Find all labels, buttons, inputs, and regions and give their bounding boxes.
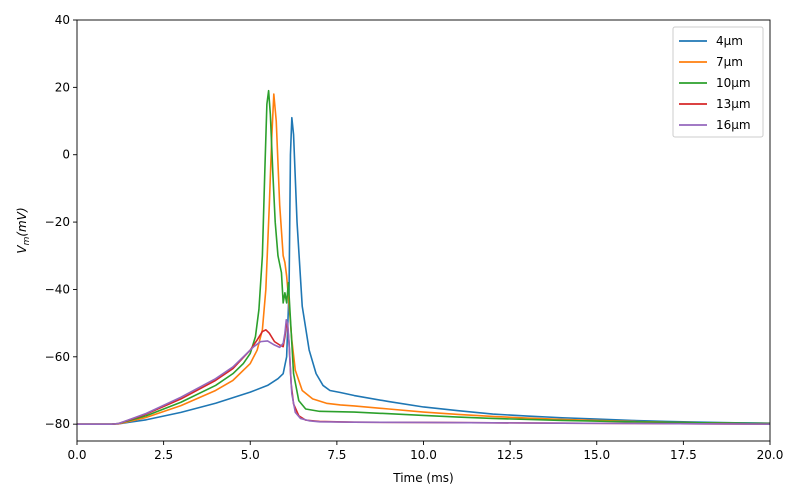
legend-label-2: 10μm (716, 76, 751, 90)
y-axis-label: Vm(mV) (15, 207, 32, 253)
legend: 4μm 7μm 10μm 13μm 16μm (672, 26, 764, 138)
y-tick-label-5: 20 (55, 80, 70, 94)
x-axis-label: Time (ms) (392, 471, 454, 485)
y-tick-label-6: 40 (55, 13, 70, 27)
x-tick-label-3: 7.5 (327, 448, 346, 462)
x-tick-label-2: 5.0 (241, 448, 260, 462)
legend-label-3: 13μm (716, 97, 751, 111)
x-tick-label-8: 20.0 (757, 448, 784, 462)
legend-box (672, 26, 764, 138)
y-axis: −80 −60 −40 −20 0 20 40 (45, 13, 77, 431)
legend-label-0: 4μm (716, 34, 743, 48)
legend-label-1: 7μm (716, 55, 743, 69)
y-tick-label-0: −80 (45, 417, 70, 431)
x-axis: 0.0 2.5 5.0 7.5 10.0 12.5 15.0 17.5 20.0 (67, 441, 783, 462)
x-tick-label-1: 2.5 (154, 448, 173, 462)
y-tick-label-2: −40 (45, 282, 70, 296)
x-tick-label-0: 0.0 (67, 448, 86, 462)
series-line-0 (77, 116, 770, 425)
x-tick-label-5: 12.5 (497, 448, 524, 462)
x-tick-label-7: 17.5 (670, 448, 697, 462)
x-tick-label-6: 15.0 (583, 448, 610, 462)
y-tick-label-4: 0 (62, 148, 70, 162)
legend-label-4: 16μm (716, 118, 751, 132)
x-tick-label-4: 10.0 (410, 448, 437, 462)
series-layer (77, 89, 770, 425)
series-line-4 (77, 318, 770, 425)
series-line-2 (77, 89, 770, 425)
y-tick-label-1: −60 (45, 350, 70, 364)
y-tick-label-3: −20 (45, 215, 70, 229)
